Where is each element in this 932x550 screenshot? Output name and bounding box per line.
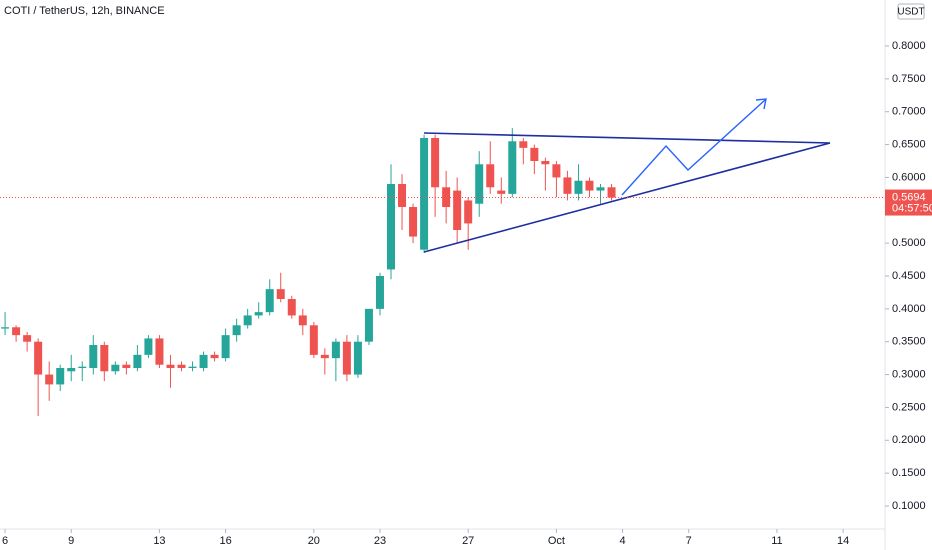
x-tick-label: 20 (308, 535, 320, 547)
x-tick-label: 6 (2, 535, 8, 547)
marks (1, 128, 616, 416)
x-tick-label: 13 (153, 535, 165, 547)
x-tick-label: 4 (620, 535, 626, 547)
candle-body (442, 187, 451, 207)
candle-body (530, 147, 539, 161)
x-tick-label: 16 (219, 535, 231, 547)
candle-body (265, 289, 274, 313)
candle-body (475, 164, 484, 204)
candle-body (232, 325, 241, 336)
candle-body (375, 276, 384, 309)
candle-body (287, 299, 296, 316)
y-tick-label: 0.3500 (892, 336, 926, 348)
candle-body (133, 354, 142, 368)
candle-body (585, 180, 594, 191)
candle-body (541, 161, 550, 165)
last-price-badge (885, 189, 932, 216)
y-tick-label: 0.7000 (892, 106, 926, 118)
y-tick-label: 0.6000 (892, 171, 926, 183)
candle-body (552, 164, 561, 178)
candle-body (221, 335, 230, 359)
currency-label: USDT (897, 7, 924, 18)
projection-arrowhead (755, 98, 767, 110)
candle-body (188, 366, 197, 368)
y-tick-label: 0.6500 (892, 138, 926, 150)
candle-body (298, 315, 307, 326)
projection (621, 98, 767, 196)
y-tick-label: 0.4500 (892, 270, 926, 282)
candle-body (364, 308, 373, 342)
candle-body (67, 368, 76, 372)
candle-body (453, 190, 462, 230)
candle-body (497, 190, 506, 194)
candle-body (607, 187, 616, 198)
candle-body (342, 341, 351, 375)
x-tick-label: 27 (462, 535, 474, 547)
candle-body (254, 312, 263, 316)
candle-body (155, 338, 164, 365)
currency-badge (897, 3, 925, 20)
candle-body (122, 364, 131, 368)
x-tick-label: 7 (686, 535, 692, 547)
candle-body (1, 327, 10, 329)
y-tick-label: 0.1500 (892, 467, 926, 479)
candle-body (431, 138, 440, 188)
candle-body (596, 187, 605, 191)
candle-body (100, 345, 109, 372)
candle-body (78, 366, 87, 368)
candle-body (56, 368, 65, 385)
y-tick-label: 0.4000 (892, 303, 926, 315)
candle-body (464, 200, 473, 224)
candle-body (12, 327, 21, 336)
candle-body (243, 315, 252, 326)
y-tick-label: 0.8000 (892, 40, 926, 52)
x-tick-label: 9 (68, 535, 74, 547)
candle-body (111, 364, 120, 372)
candle-body (199, 354, 208, 368)
candle-body (331, 341, 340, 359)
candle-body (398, 184, 407, 207)
candle-body (409, 207, 418, 237)
candle-body (45, 374, 54, 385)
y-tick-label: 0.5000 (892, 237, 926, 249)
candle-body (519, 141, 528, 148)
candle-body (320, 354, 329, 359)
y-tick-label: 0.3000 (892, 368, 926, 380)
last-price-label: 0.5694 (892, 191, 926, 203)
candle-body (144, 338, 153, 355)
x-tick-label: 23 (374, 535, 386, 547)
candle-body (23, 335, 32, 342)
projection-path (621, 99, 766, 196)
trendline-upper (423, 132, 831, 144)
candle-body (276, 289, 285, 299)
candle-body (34, 341, 43, 375)
candle-body (563, 177, 572, 194)
countdown-label: 04:57:50 (892, 202, 932, 214)
y-tick-label: 0.2000 (892, 434, 926, 446)
y-tick-label: 0.7500 (892, 73, 926, 85)
chart-title: COTI / TetherUS, 12h, BINANCE (4, 5, 165, 17)
candle-body (166, 364, 175, 368)
candle-body (420, 138, 429, 250)
x-tick-label: 14 (837, 535, 849, 547)
candle-body (574, 180, 583, 194)
x-tick-label: 11 (771, 535, 782, 547)
candle-body (353, 341, 362, 375)
y-tick-label: 0.2500 (892, 401, 926, 413)
y-tick-label: 0.1000 (892, 500, 926, 512)
candle-body (387, 184, 396, 270)
candle-body (89, 345, 98, 368)
candle-body (486, 164, 495, 188)
x-tick-label: Oct (548, 535, 565, 547)
candle-body (309, 325, 318, 355)
candle-body (177, 364, 186, 368)
candle-body (210, 354, 219, 359)
candle-body (508, 141, 517, 194)
